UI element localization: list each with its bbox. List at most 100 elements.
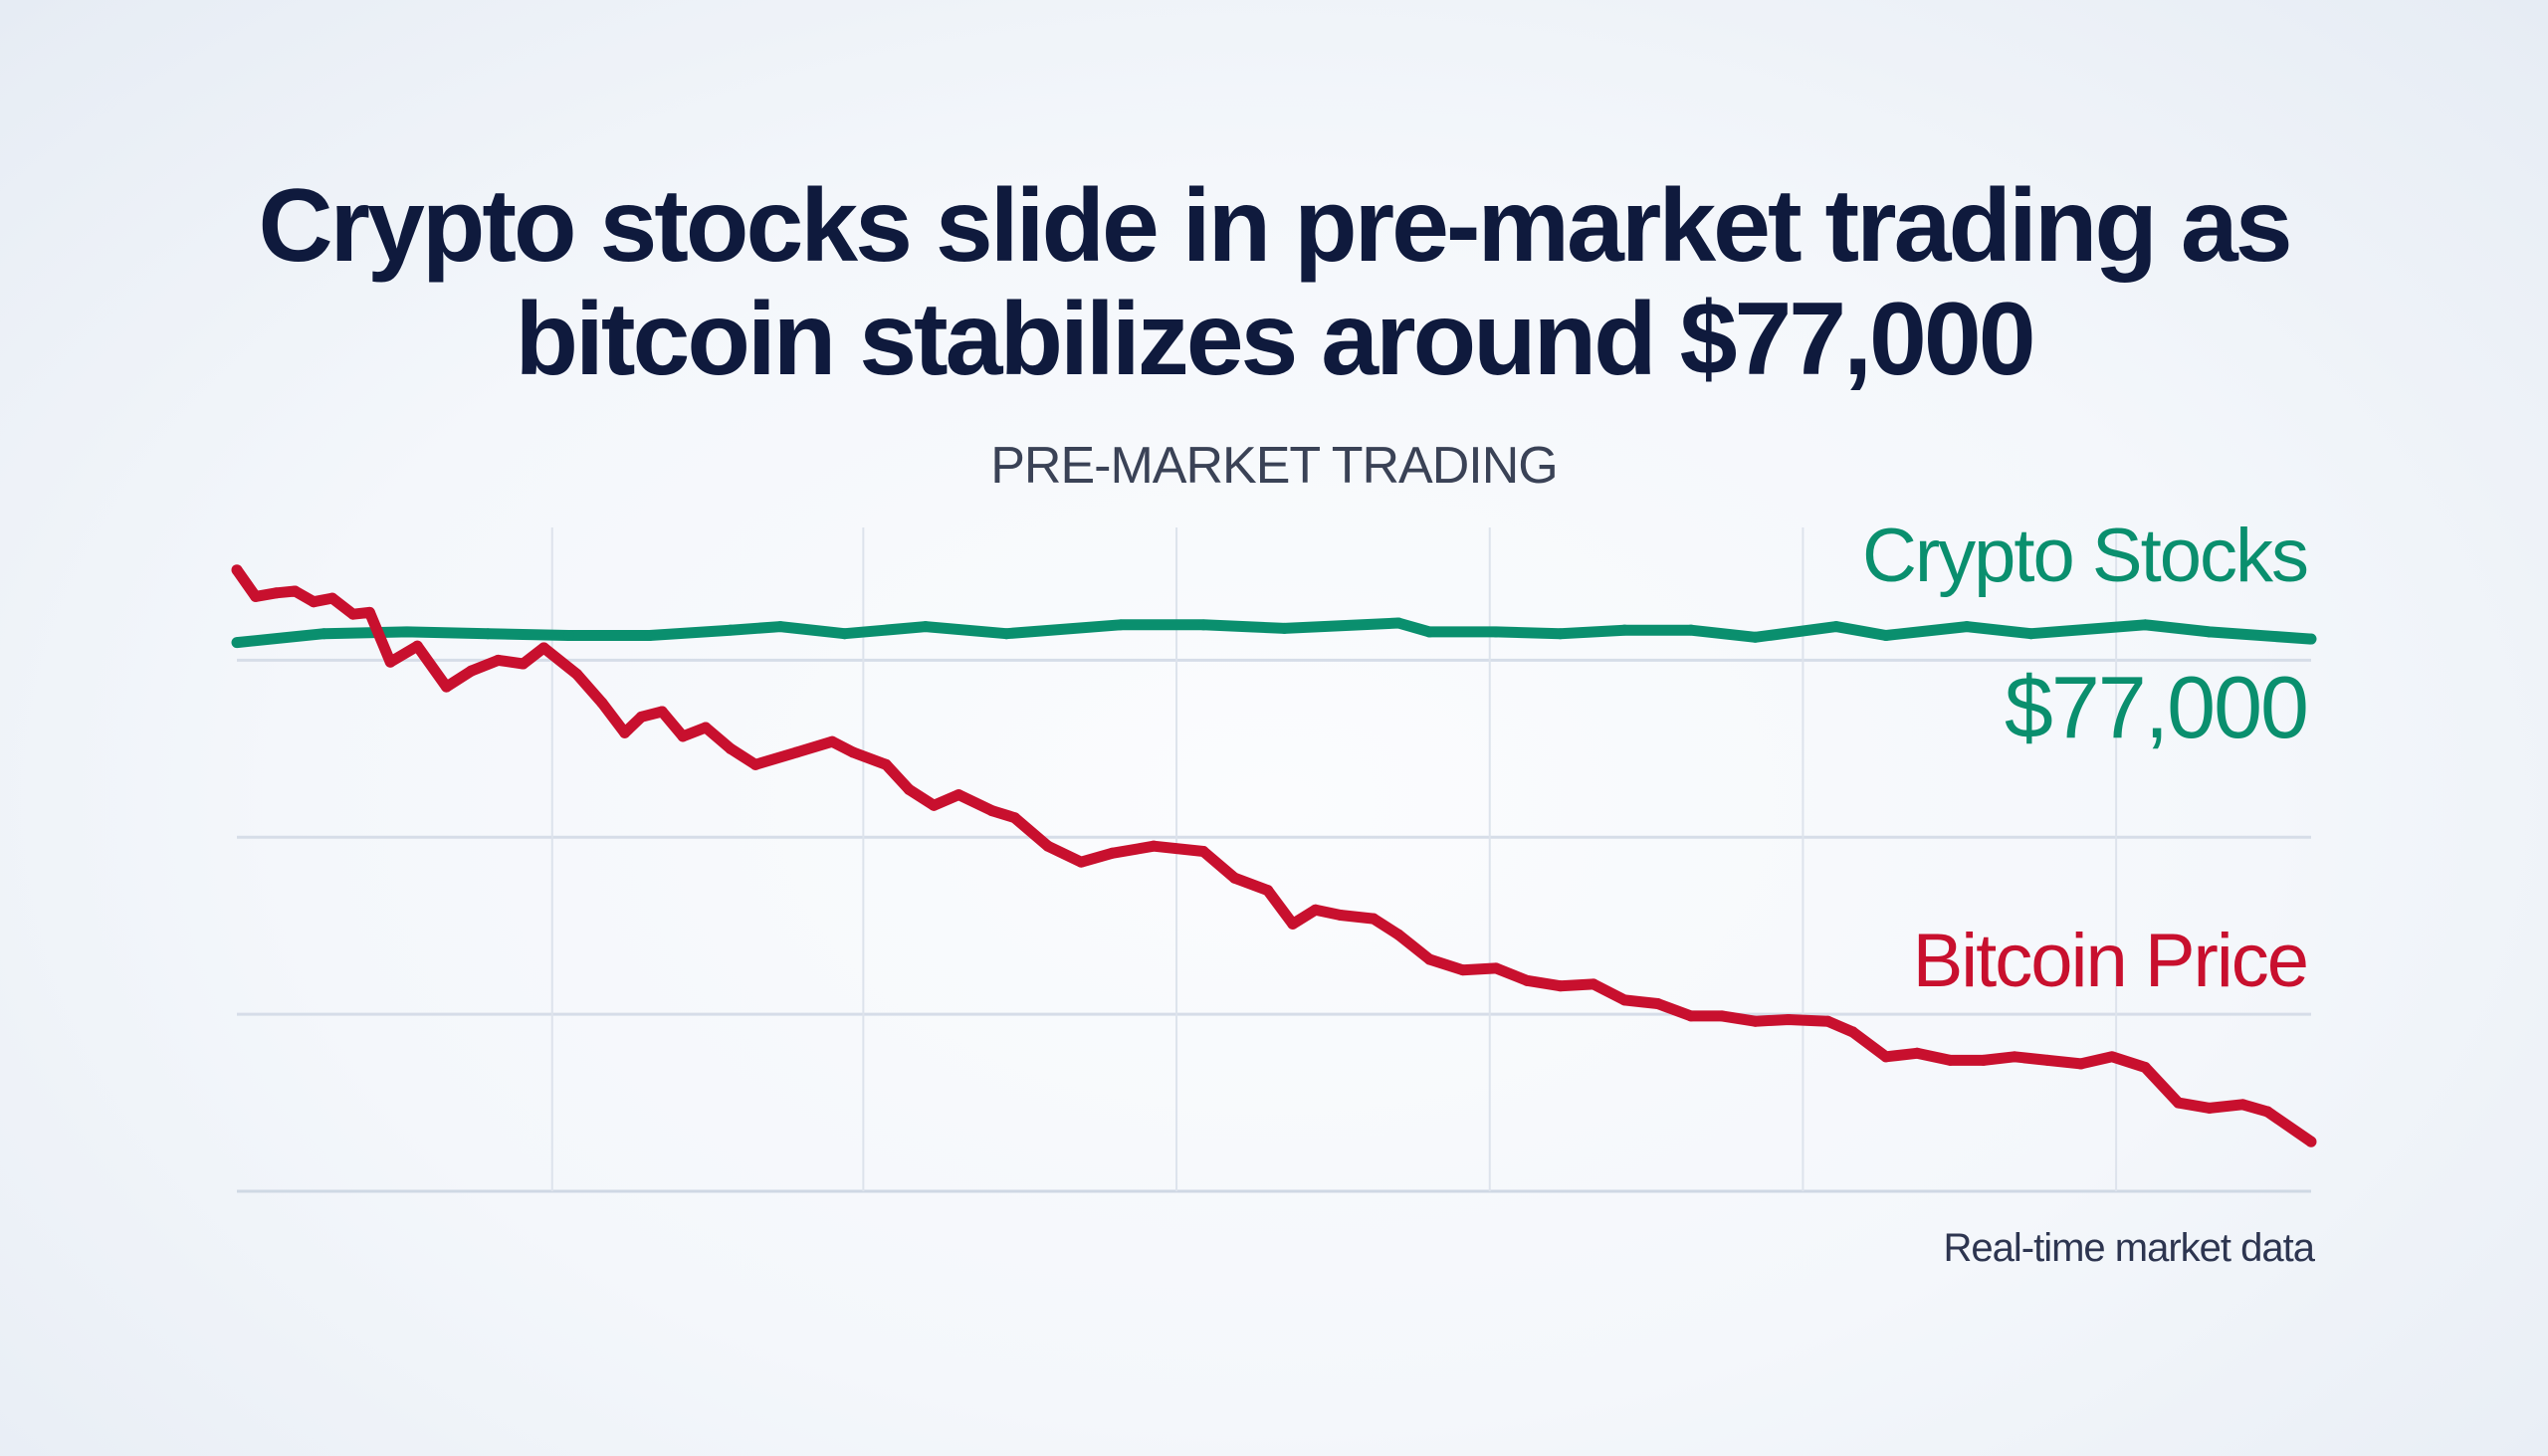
data-point: [596, 697, 608, 709]
data-point: [2075, 1058, 2087, 1070]
series-lines: [231, 564, 2317, 1147]
data-point: [482, 628, 494, 640]
data-point: [318, 628, 330, 640]
source-note: Real-time market data: [1943, 1226, 2315, 1270]
data-point: [2173, 1097, 2185, 1109]
data-point: [1830, 621, 1842, 633]
data-point: [1846, 1026, 1858, 1038]
data-point: [619, 727, 631, 738]
data-point: [920, 621, 932, 633]
data-point: [1588, 978, 1599, 990]
data-point: [562, 629, 574, 641]
data-point: [1490, 626, 1502, 638]
series-crypto-stocks: [236, 617, 2312, 649]
data-point: [1880, 629, 1892, 641]
data-point: [465, 665, 477, 677]
data-point: [880, 758, 892, 770]
data-point: [231, 637, 243, 649]
data-point: [347, 608, 359, 620]
data-point: [1262, 885, 1274, 897]
data-point: [1042, 840, 1054, 852]
data-point: [1652, 997, 1664, 1009]
data-point: [1392, 617, 1404, 629]
data-point: [1335, 910, 1347, 922]
data-point: [644, 629, 656, 641]
data-point: [1197, 619, 1209, 631]
data-point: [1618, 624, 1630, 636]
data-point: [749, 758, 761, 770]
data-point: [1978, 1054, 1990, 1066]
data-point: [2139, 619, 2151, 631]
data-point: [1490, 962, 1502, 974]
data-point: [2106, 1051, 2118, 1063]
data-point: [1961, 621, 1973, 633]
chart-title: Crypto stocks slide in pre-market tradin…: [0, 169, 2548, 396]
data-point: [537, 642, 549, 654]
data-point: [826, 735, 838, 747]
data-point: [1521, 974, 1533, 986]
data-point: [2261, 1106, 2273, 1118]
data-point: [2305, 633, 2317, 645]
data-point: [401, 626, 413, 638]
data-point: [1716, 1010, 1728, 1022]
data-point: [231, 564, 243, 576]
price-annotation: $77,000: [2004, 658, 2309, 756]
chart-subtitle: PRE-MARKET TRADING: [990, 437, 1559, 495]
data-point: [1821, 1015, 1833, 1027]
data-point: [308, 596, 319, 608]
data-point: [493, 654, 505, 666]
data-point: [1368, 913, 1380, 925]
data-point: [635, 711, 647, 723]
data-point: [1009, 812, 1020, 824]
data-point: [2236, 1099, 2248, 1111]
data-point: [1115, 619, 1127, 631]
legend-bitcoin-price: Bitcoin Price: [1912, 919, 2309, 1003]
data-point: [363, 606, 375, 618]
data-point: [656, 706, 668, 718]
data-point: [1685, 624, 1697, 636]
data-point: [271, 587, 283, 599]
data-point: [571, 669, 583, 681]
data-point: [1392, 929, 1404, 940]
data-point: [1749, 631, 1761, 643]
data-point: [1423, 953, 1435, 965]
data-point: [2204, 1102, 2216, 1114]
data-point: [1783, 1013, 1795, 1025]
data-point: [847, 746, 859, 758]
data-point: [1287, 918, 1299, 930]
chart-title-line-1: Crypto stocks slide in pre-market tradin…: [258, 168, 2292, 284]
data-point: [518, 658, 530, 670]
legend-crypto-stocks: Crypto Stocks: [1861, 514, 2309, 598]
data-point: [289, 585, 301, 597]
data-point: [326, 592, 338, 604]
data-point: [903, 783, 915, 795]
data-point: [1278, 622, 1290, 634]
data-point: [953, 789, 964, 801]
grid: [237, 527, 2311, 1193]
data-point: [986, 805, 998, 817]
data-point: [2041, 1054, 2053, 1066]
data-point: [1106, 847, 1118, 859]
data-point: [2139, 1061, 2151, 1073]
data-point: [1555, 628, 1567, 640]
data-point: [677, 730, 689, 742]
data-point: [725, 742, 737, 754]
data-point: [2204, 626, 2216, 638]
data-point: [250, 590, 262, 602]
data-point: [1457, 964, 1469, 976]
data-point: [1555, 980, 1567, 992]
data-point: [1423, 626, 1435, 638]
series-bitcoin-price: [232, 566, 2315, 1146]
data-point: [839, 628, 851, 640]
data-point: [725, 624, 737, 636]
data-point: [1618, 994, 1630, 1006]
data-point: [2305, 1136, 2317, 1147]
data-point: [1000, 628, 1012, 640]
data-point: [774, 621, 786, 633]
data-point: [1911, 1047, 1923, 1059]
data-point: [1197, 845, 1209, 857]
chart-title-line-2: bitcoin stabilizes around $77,000: [515, 282, 2035, 397]
data-point: [411, 640, 423, 652]
data-point: [1148, 840, 1160, 852]
